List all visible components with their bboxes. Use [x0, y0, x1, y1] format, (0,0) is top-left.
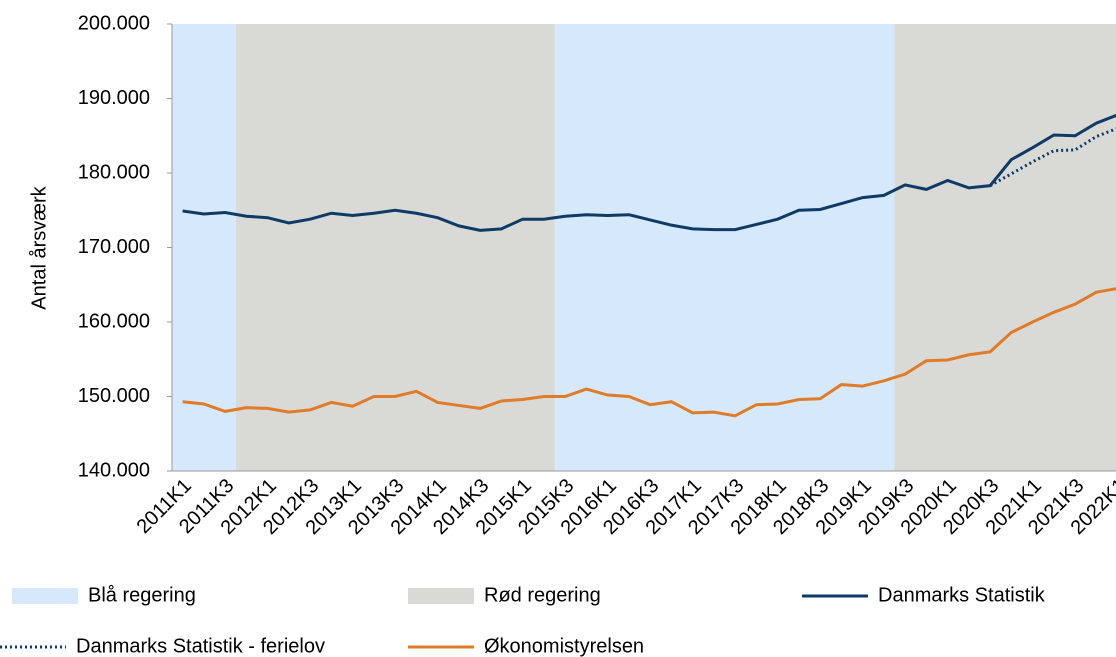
- legend-swatch: [408, 588, 474, 604]
- y-tick-label: 140.000: [78, 459, 150, 481]
- series-line: [182, 113, 1116, 232]
- legend-label: Økonomistyrelsen: [484, 635, 644, 657]
- legend-swatch: [12, 588, 78, 604]
- y-tick-label: 190.000: [78, 87, 150, 109]
- y-tick-label: 180.000: [78, 161, 150, 183]
- y-tick-label: 200.000: [78, 12, 150, 34]
- period-shade: [172, 24, 236, 471]
- legend-label: Rød regering: [484, 584, 601, 606]
- y-tick-label: 150.000: [78, 385, 150, 407]
- period-shade: [554, 24, 895, 471]
- period-shade: [894, 24, 1116, 471]
- legend-label: Blå regering: [88, 584, 196, 606]
- period-shade: [235, 24, 555, 471]
- series-line: [182, 287, 1116, 418]
- legend-label: Danmarks Statistik: [878, 584, 1046, 606]
- legend-label: Danmarks Statistik - ferielov: [76, 635, 325, 657]
- y-tick-label: 160.000: [78, 310, 150, 332]
- y-axis-label: Antal årsværk: [28, 185, 50, 309]
- y-tick-label: 170.000: [78, 236, 150, 258]
